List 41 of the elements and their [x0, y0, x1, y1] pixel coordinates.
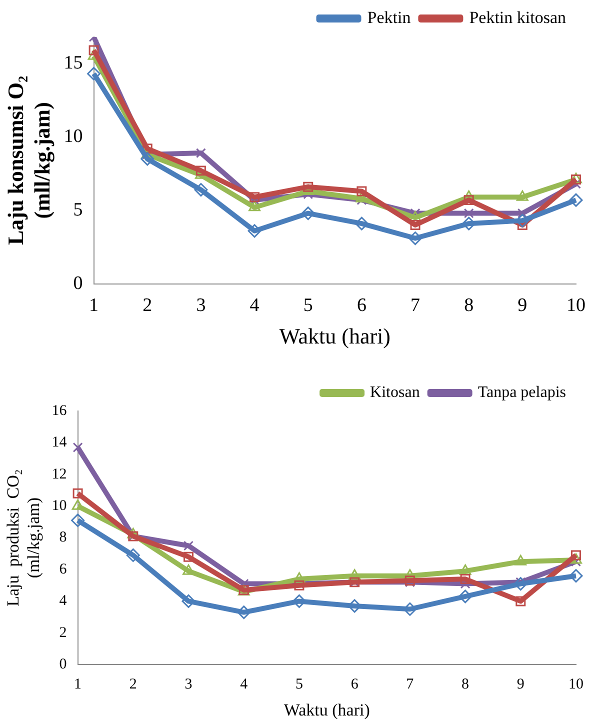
x-axis-title: Waktu (hari) — [279, 324, 391, 349]
x-tick-label: 5 — [295, 676, 303, 693]
y-tick-label: 15 — [64, 52, 83, 74]
x-tick-label: 7 — [410, 295, 420, 316]
x-tick-label: 5 — [303, 295, 313, 316]
x-tick-label: 3 — [196, 295, 206, 316]
x-tick-label: 9 — [516, 676, 524, 693]
x-tick-label: 3 — [184, 676, 192, 693]
y-tick-label: 14 — [52, 434, 68, 451]
y-tick-label: 16 — [52, 402, 68, 419]
x-tick-label: 10 — [568, 676, 584, 693]
x-tick-label: 9 — [518, 295, 528, 316]
y-tick-label: 10 — [64, 126, 83, 147]
x-tick-label: 6 — [356, 295, 366, 316]
y-tick-label: 4 — [59, 593, 68, 610]
x-tick-label: 2 — [129, 676, 137, 693]
x-tick-label: 8 — [462, 676, 470, 693]
legend-label: Tanpa pelapis — [478, 384, 566, 402]
legend-label: Kitosan — [370, 384, 420, 402]
x-tick-label: 1 — [74, 676, 82, 693]
x-tick-label: 4 — [240, 676, 248, 693]
x-tick-label: 4 — [250, 295, 260, 316]
y-tick-label: 10 — [52, 498, 67, 514]
y-axis-title: Laju konsumsi O₂ (mll/kg.jam) — [2, 75, 54, 246]
y-tick-label: 2 — [59, 624, 67, 641]
y-tick-label: 0 — [73, 272, 83, 294]
x-tick-label: 2 — [142, 295, 152, 316]
x-tick-label: 1 — [89, 295, 99, 316]
y-tick-label: 5 — [73, 199, 83, 220]
y-tick-label: 12 — [52, 466, 67, 482]
y-tick-label: 8 — [59, 530, 67, 546]
legend-label: Pektin — [367, 8, 412, 27]
legend-label: Pektin kitosan — [469, 8, 566, 27]
x-tick-label: 8 — [464, 295, 474, 316]
x-tick-label: 10 — [566, 295, 586, 316]
x-tick-label: 7 — [406, 676, 414, 693]
y-axis-title: Laju produksi CO₂ (ml/kg.jam) — [4, 469, 44, 606]
x-tick-label: 6 — [350, 676, 359, 693]
x-axis-title: Waktu (hari) — [284, 700, 370, 720]
y-tick-label: 6 — [59, 561, 68, 578]
y-tick-label: 0 — [59, 656, 67, 673]
